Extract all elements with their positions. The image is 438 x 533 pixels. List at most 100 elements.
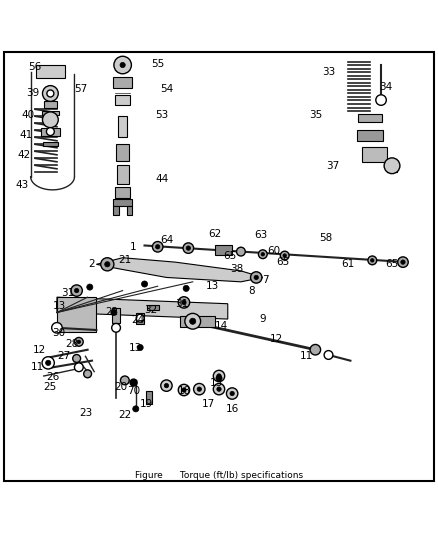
Circle shape xyxy=(52,322,62,333)
Circle shape xyxy=(77,340,81,344)
Bar xyxy=(42,142,58,146)
Circle shape xyxy=(155,245,160,249)
Polygon shape xyxy=(96,258,263,282)
Bar xyxy=(113,77,132,88)
Bar xyxy=(117,165,129,184)
Text: 31: 31 xyxy=(175,298,188,309)
Text: 7: 7 xyxy=(261,274,268,285)
Circle shape xyxy=(47,90,54,97)
Circle shape xyxy=(230,391,234,395)
Circle shape xyxy=(87,284,93,290)
Text: 9: 9 xyxy=(259,314,266,324)
Bar xyxy=(113,206,119,215)
Text: 11: 11 xyxy=(31,362,44,372)
Bar xyxy=(118,116,127,137)
Text: 31: 31 xyxy=(61,288,74,298)
Text: 11: 11 xyxy=(300,351,313,361)
Text: 1: 1 xyxy=(130,242,137,252)
Bar xyxy=(40,128,60,135)
Circle shape xyxy=(217,387,221,391)
Circle shape xyxy=(178,384,190,395)
Circle shape xyxy=(136,314,144,322)
Text: 60: 60 xyxy=(267,246,280,256)
Text: 32: 32 xyxy=(145,305,158,316)
Text: 21: 21 xyxy=(118,255,131,265)
Text: 20: 20 xyxy=(114,382,127,392)
Polygon shape xyxy=(57,297,96,332)
Text: 25: 25 xyxy=(44,382,57,392)
Circle shape xyxy=(182,388,186,392)
Bar xyxy=(136,313,144,324)
Text: 53: 53 xyxy=(155,110,169,120)
Text: 62: 62 xyxy=(208,229,221,239)
Circle shape xyxy=(217,374,221,378)
Text: 42: 42 xyxy=(18,150,31,160)
Text: 41: 41 xyxy=(20,130,33,140)
Text: Figure      Torque (ft/lb) specifications: Figure Torque (ft/lb) specifications xyxy=(135,471,303,480)
Circle shape xyxy=(183,243,194,253)
Bar xyxy=(115,95,131,105)
Circle shape xyxy=(73,354,81,362)
Circle shape xyxy=(376,95,386,106)
Circle shape xyxy=(141,281,148,287)
Circle shape xyxy=(120,376,129,385)
Polygon shape xyxy=(57,297,228,319)
Circle shape xyxy=(324,351,333,359)
Bar xyxy=(145,391,152,405)
Circle shape xyxy=(42,86,58,101)
Circle shape xyxy=(71,285,82,296)
Circle shape xyxy=(137,344,143,351)
Text: 24: 24 xyxy=(131,315,145,325)
Text: 65: 65 xyxy=(223,251,237,261)
Circle shape xyxy=(152,241,163,252)
Bar xyxy=(357,130,383,141)
Bar xyxy=(44,101,57,108)
Text: 34: 34 xyxy=(379,82,392,92)
Circle shape xyxy=(237,247,245,256)
Text: 55: 55 xyxy=(151,59,164,69)
Bar xyxy=(215,245,232,255)
Circle shape xyxy=(213,383,225,395)
Text: 17: 17 xyxy=(201,399,215,409)
Circle shape xyxy=(258,250,267,259)
Circle shape xyxy=(398,257,408,268)
Text: 39: 39 xyxy=(26,88,39,99)
Circle shape xyxy=(183,285,189,292)
Text: 44: 44 xyxy=(155,174,169,184)
Text: 33: 33 xyxy=(322,67,335,77)
Text: 37: 37 xyxy=(326,161,339,171)
Text: 61: 61 xyxy=(342,260,355,269)
Circle shape xyxy=(254,275,258,280)
Bar xyxy=(36,66,65,78)
Circle shape xyxy=(46,360,51,366)
Text: 57: 57 xyxy=(74,84,88,94)
Circle shape xyxy=(42,112,58,128)
Text: 65: 65 xyxy=(276,257,289,267)
Circle shape xyxy=(105,262,110,267)
Text: 19: 19 xyxy=(140,399,153,409)
Circle shape xyxy=(310,344,321,355)
Text: 13: 13 xyxy=(210,377,223,387)
Circle shape xyxy=(74,337,83,346)
Bar xyxy=(180,316,215,327)
Bar xyxy=(115,187,131,198)
Text: 28: 28 xyxy=(66,340,79,350)
Text: 54: 54 xyxy=(160,84,173,94)
Circle shape xyxy=(226,388,238,399)
Circle shape xyxy=(213,370,225,382)
Text: 35: 35 xyxy=(309,110,322,120)
Text: 2: 2 xyxy=(88,260,95,269)
Circle shape xyxy=(74,288,79,293)
Text: 18: 18 xyxy=(177,386,191,397)
Bar xyxy=(147,304,159,310)
Text: 13: 13 xyxy=(206,281,219,291)
Circle shape xyxy=(120,62,125,68)
Text: 23: 23 xyxy=(79,408,92,418)
Circle shape xyxy=(74,363,83,372)
Text: 16: 16 xyxy=(226,404,239,414)
Text: 13: 13 xyxy=(129,343,142,352)
Text: 56: 56 xyxy=(28,62,42,72)
Circle shape xyxy=(185,313,201,329)
Circle shape xyxy=(401,260,405,264)
Circle shape xyxy=(112,324,120,332)
